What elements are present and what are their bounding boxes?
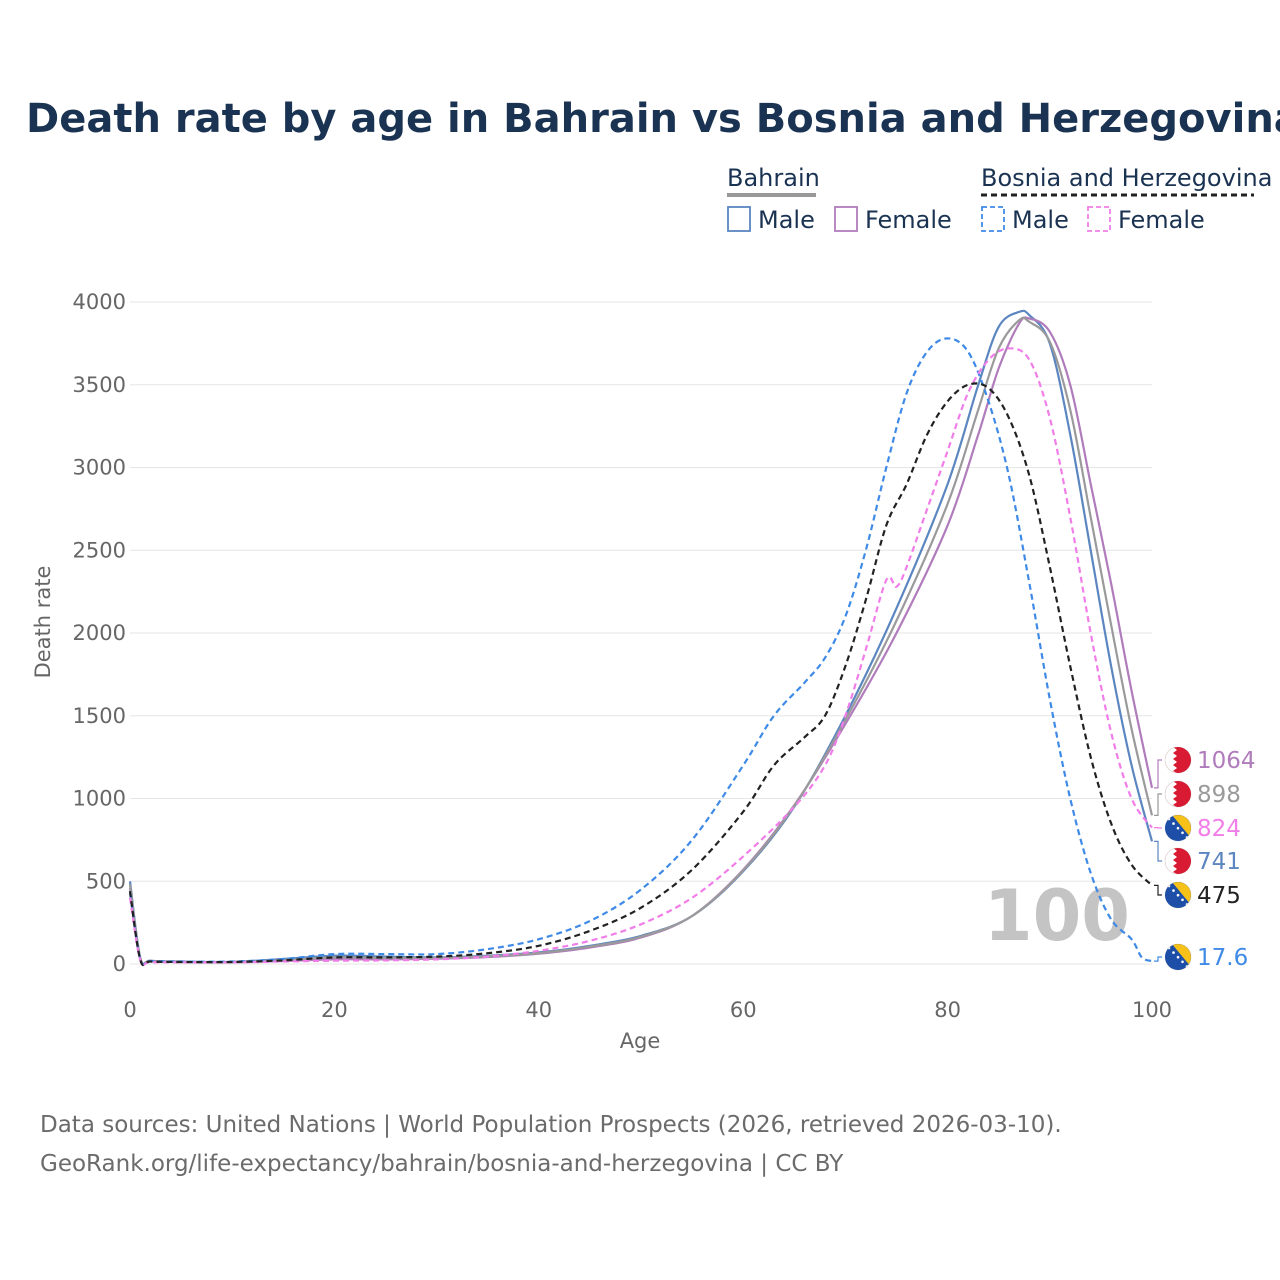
end-label-value: 1064 bbox=[1197, 748, 1256, 774]
bosnia-flag-icon bbox=[1164, 814, 1192, 842]
end-label-connector bbox=[1154, 793, 1162, 816]
y-tick-label: 2500 bbox=[73, 538, 126, 562]
end-label-connector bbox=[1154, 956, 1162, 962]
x-tick-label: 20 bbox=[321, 998, 348, 1022]
legend-swatch-bahrain-male bbox=[727, 206, 751, 232]
end-label-value: 898 bbox=[1197, 782, 1241, 808]
end-label-connector bbox=[1154, 884, 1162, 896]
x-axis-label: Age bbox=[620, 1029, 661, 1053]
source-line-1: Data sources: United Nations | World Pop… bbox=[40, 1112, 1062, 1138]
legend-label-bahrain-male: Male bbox=[758, 206, 815, 234]
y-tick-label: 4000 bbox=[73, 290, 126, 314]
end-label-value: 17.6 bbox=[1197, 945, 1248, 971]
legend-label-bosnia-female: Female bbox=[1118, 206, 1205, 234]
legend-label-bahrain-female: Female bbox=[865, 206, 952, 234]
y-axis-ticks: 0 500 1000 1500 2000 2500 3000 3500 4000 bbox=[73, 290, 126, 976]
bahrain-flag-icon bbox=[1164, 780, 1192, 808]
bahrain-flag-icon bbox=[1164, 847, 1192, 875]
legend: Bahrain Male Female Bosnia and Herzegovi… bbox=[727, 164, 1272, 234]
source-line-2: GeoRank.org/life-expectancy/bahrain/bosn… bbox=[40, 1151, 844, 1177]
series-line-bosnia-and-herzegovina-total bbox=[128, 382, 1153, 967]
chart-title: Death rate by age in Bahrain vs Bosnia a… bbox=[26, 96, 1280, 142]
series-line-bosnia-and-herzegovina-male bbox=[128, 337, 1153, 966]
bahrain-flag-icon bbox=[1164, 746, 1192, 774]
gridlines bbox=[130, 301, 1152, 965]
series-line-bahrain-total bbox=[128, 316, 1154, 966]
x-tick-label: 80 bbox=[934, 998, 961, 1022]
end-label-connector bbox=[1154, 840, 1162, 862]
end-label-value: 475 bbox=[1197, 883, 1241, 909]
x-tick-label: 40 bbox=[525, 998, 552, 1022]
end-label-value: 824 bbox=[1197, 816, 1241, 842]
bosnia-flag-icon bbox=[1164, 943, 1192, 971]
y-tick-label: 2000 bbox=[73, 621, 126, 645]
x-tick-label: 60 bbox=[730, 998, 757, 1022]
x-tick-label: 0 bbox=[123, 998, 136, 1022]
series-line-bahrain-male bbox=[128, 309, 1154, 966]
y-tick-label: 1000 bbox=[73, 787, 126, 811]
bosnia-flag-icon bbox=[1164, 881, 1192, 909]
highlight-age-watermark: 100 bbox=[984, 875, 1130, 957]
series-line-bosnia-and-herzegovina-female bbox=[128, 347, 1153, 967]
y-tick-label: 3500 bbox=[73, 373, 126, 397]
y-axis-label: Death rate bbox=[31, 566, 55, 679]
series-line-bahrain-female bbox=[128, 316, 1154, 966]
end-label-value: 741 bbox=[1197, 849, 1241, 875]
legend-swatch-bosnia-female bbox=[1087, 206, 1111, 232]
legend-group-bahrain-title: Bahrain bbox=[727, 164, 820, 192]
y-tick-label: 0 bbox=[113, 952, 126, 976]
legend-swatch-bahrain-female bbox=[834, 206, 858, 232]
end-label-connector bbox=[1154, 759, 1162, 789]
end-labels: 1064 898 824 741 475 17.6 bbox=[1154, 746, 1256, 971]
legend-label-bosnia-male: Male bbox=[1012, 206, 1069, 234]
y-tick-label: 1500 bbox=[73, 704, 126, 728]
y-tick-label: 500 bbox=[86, 869, 126, 893]
legend-group-bosnia-title: Bosnia and Herzegovina bbox=[981, 164, 1272, 192]
x-tick-label: 100 bbox=[1132, 998, 1172, 1022]
y-tick-label: 3000 bbox=[73, 456, 126, 480]
series-lines bbox=[128, 309, 1154, 967]
x-axis-ticks: 0 20 40 60 80 100 bbox=[123, 998, 1172, 1022]
legend-swatch-bosnia-male bbox=[981, 206, 1005, 232]
